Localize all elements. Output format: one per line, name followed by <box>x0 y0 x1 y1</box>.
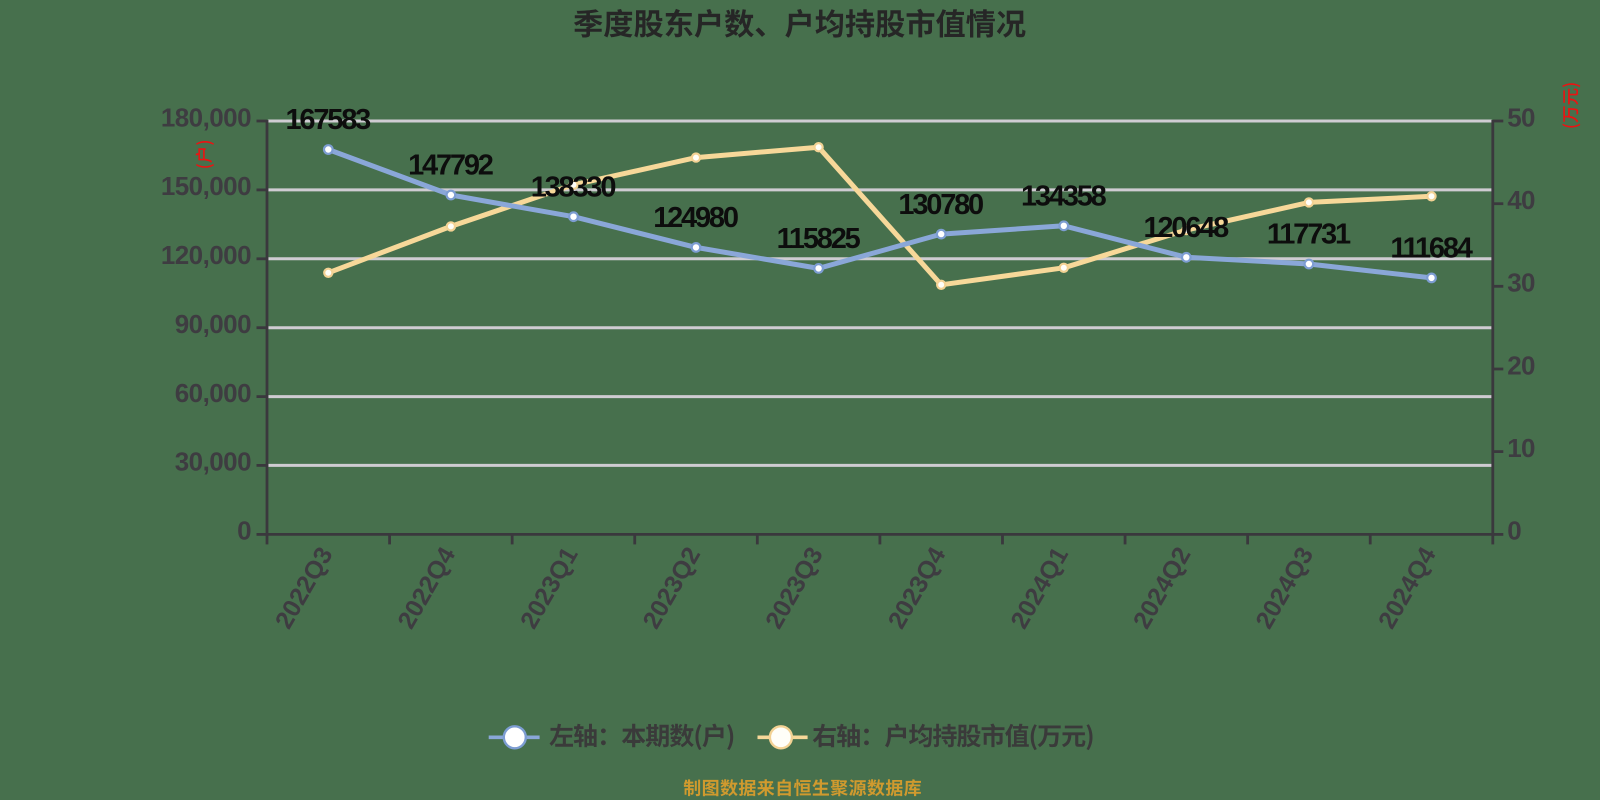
svg-text:134358: 134358 <box>1021 181 1107 213</box>
svg-text:138330: 138330 <box>531 171 616 203</box>
svg-text:115825: 115825 <box>777 223 861 255</box>
svg-text:0: 0 <box>1507 516 1521 546</box>
svg-text:147792: 147792 <box>408 150 493 182</box>
svg-text:0: 0 <box>237 516 251 546</box>
svg-text:120,000: 120,000 <box>161 240 251 270</box>
svg-text:40: 40 <box>1507 185 1535 215</box>
svg-text:60,000: 60,000 <box>175 378 251 408</box>
svg-text:20: 20 <box>1507 350 1535 380</box>
svg-text:30: 30 <box>1507 268 1535 298</box>
svg-text:120648: 120648 <box>1144 212 1230 244</box>
svg-text:180,000: 180,000 <box>161 102 251 132</box>
svg-text:117731: 117731 <box>1267 219 1351 251</box>
svg-text:167583: 167583 <box>286 104 372 136</box>
svg-text:50: 50 <box>1507 102 1535 132</box>
svg-text:90,000: 90,000 <box>175 309 251 339</box>
svg-text:130780: 130780 <box>898 189 983 221</box>
svg-text:30,000: 30,000 <box>175 447 251 477</box>
svg-text:124980: 124980 <box>653 202 738 234</box>
svg-text:10: 10 <box>1507 433 1535 463</box>
svg-text:150,000: 150,000 <box>161 171 251 201</box>
svg-text:111684: 111684 <box>1390 233 1472 265</box>
